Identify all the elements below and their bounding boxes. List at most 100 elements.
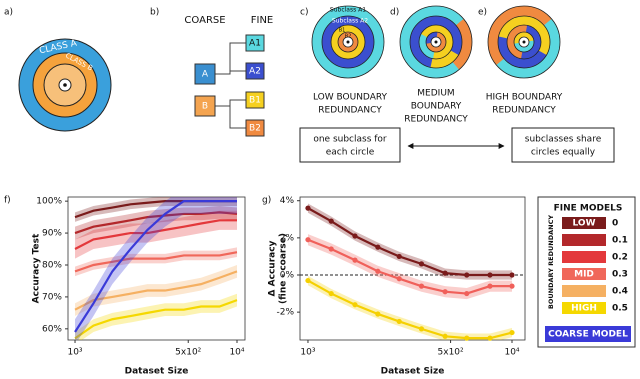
marker [396, 253, 402, 260]
legend-title: FINE MODELS [554, 204, 623, 214]
ring-segment [514, 32, 535, 52]
box [245, 119, 265, 137]
panel-label: a) [4, 8, 13, 18]
note: one subclass for [313, 135, 387, 145]
panel-label: e) [478, 8, 487, 18]
panel-label: f) [4, 196, 11, 206]
x-tick-label: 10³ [300, 348, 315, 358]
marker [418, 283, 425, 289]
plot-frame [299, 196, 526, 341]
box-label: A1 [249, 39, 261, 49]
legend-swatch [562, 268, 606, 280]
x-tick-label: 10⁴ [504, 348, 519, 358]
box [194, 95, 216, 117]
line [74, 270, 238, 311]
ring-label: B2 [345, 34, 352, 40]
marker [442, 333, 448, 339]
y-tick-label: 70% [42, 292, 62, 302]
line [74, 299, 238, 340]
confidence-band [75, 247, 237, 277]
confidence-band [75, 293, 237, 340]
dot [434, 40, 438, 44]
y-tick-label: 60% [42, 324, 62, 334]
dot [63, 83, 67, 87]
marker [305, 205, 311, 211]
ring-outline [497, 15, 551, 69]
confidence-band [75, 197, 237, 340]
legend-label: COARSE MODEL [548, 330, 628, 340]
dot [522, 40, 526, 44]
ring-label: B1 [339, 28, 346, 34]
line [307, 207, 513, 277]
note: each circle [326, 148, 375, 158]
marker [442, 289, 448, 295]
ring [322, 16, 374, 68]
legend-label: 0 [612, 219, 618, 229]
x-tick-label: 10⁴ [229, 348, 244, 358]
charts: f) 60% 70% 80% 90% 100% 10³ 5x10² 10⁴ Dataset Siz… [4, 196, 636, 377]
ring-outline [337, 31, 359, 53]
box-label: A [202, 70, 209, 80]
panel-a: a) CLASS A CLASS B [4, 8, 112, 132]
marker [375, 244, 381, 250]
legend-swatch [562, 302, 606, 314]
line [307, 279, 513, 340]
y-tick-label: 90% [42, 229, 62, 239]
ring-segment [410, 16, 462, 68]
marker [328, 246, 334, 252]
marker [509, 329, 515, 336]
y-axis-title: (fine - coarse) [279, 233, 289, 304]
legend-label: 0.3 [612, 270, 628, 280]
marker [442, 270, 448, 276]
line [74, 251, 238, 273]
box [245, 91, 265, 109]
panel-label: g) [262, 196, 271, 206]
ring-outline [506, 24, 542, 60]
ring-outline [321, 15, 375, 69]
legend-swatch [562, 234, 606, 246]
link [215, 99, 246, 107]
line [74, 211, 238, 235]
marker [328, 218, 334, 224]
ring [338, 32, 358, 52]
ring-label: Subclass A1 [330, 7, 366, 14]
ring-outline [330, 24, 366, 60]
marker [328, 290, 334, 297]
legend-swatch [545, 326, 631, 342]
x-tick-label: 5x10² [175, 348, 202, 358]
confidence-band [75, 210, 237, 259]
x-tick-label: 5x10² [438, 348, 465, 358]
legend-label: 0.4 [612, 287, 628, 297]
marker [418, 261, 425, 267]
link [215, 42, 246, 75]
legend-side-label: BOUNDARY REDUNDANCY [547, 215, 555, 309]
line [74, 200, 237, 333]
box-label: B [202, 102, 208, 112]
legend-tag: LOW [573, 219, 596, 229]
line [74, 219, 237, 251]
caption: HIGH BOUNDARY [486, 93, 563, 103]
box [194, 63, 216, 85]
caption: LOW BOUNDARY [313, 93, 388, 103]
note-box [511, 127, 615, 163]
caption: BOUNDARY [411, 102, 462, 112]
marker [487, 283, 493, 289]
note: subclasses share [525, 135, 602, 145]
marker [464, 290, 470, 297]
marker [375, 268, 381, 274]
confidence-band [307, 275, 513, 340]
ring-outline [418, 24, 454, 60]
ring-outline [399, 5, 473, 79]
box [245, 62, 265, 80]
link [215, 105, 246, 129]
ring-segment [400, 6, 472, 79]
marker [375, 311, 381, 317]
chart: f) 60% 70% 80% 90% 100% 10³ 5x10² 10⁴ Dataset Siz… [4, 196, 246, 377]
box [245, 34, 265, 52]
ring-outline [311, 5, 385, 79]
ring-outline [513, 31, 535, 53]
ring-outline [409, 15, 463, 69]
y-tick-label: 0% [280, 271, 295, 281]
